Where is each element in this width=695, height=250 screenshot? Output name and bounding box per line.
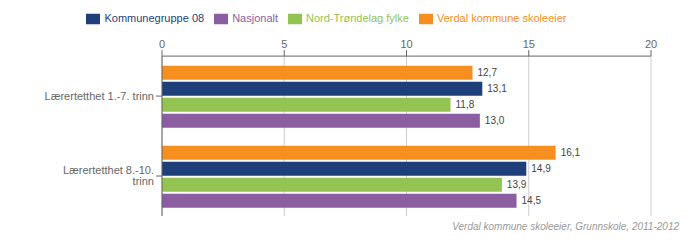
svg-text:5: 5 xyxy=(281,38,287,50)
html-text:Verdal kommune skoleeier, Grun: Verdal kommune skoleeier, Grunnskole, 20… xyxy=(452,221,679,232)
html-text:Kommunegruppe 08: Kommunegruppe 08 xyxy=(104,12,205,24)
svg-text:13,1: 13,1 xyxy=(487,83,507,94)
svg-text:13,9: 13,9 xyxy=(507,179,527,190)
html-text:Verdal kommune skoleeier: Verdal kommune skoleeier xyxy=(436,12,567,24)
svg-text:10: 10 xyxy=(400,38,412,50)
svg-text:14,9: 14,9 xyxy=(531,163,551,174)
svg-text:Lærertetthet 1.-7. trinn: Lærertetthet 1.-7. trinn xyxy=(45,90,154,102)
svg-text:11,8: 11,8 xyxy=(456,99,475,110)
svg-text:15: 15 xyxy=(523,38,535,50)
svg-text:20: 20 xyxy=(645,38,657,50)
svg-text:13,0: 13,0 xyxy=(485,115,505,126)
svg-text:12,7: 12,7 xyxy=(478,67,498,78)
html-text:Nord-Trøndelag fylke: Nord-Trøndelag fylke xyxy=(306,12,409,24)
html-text:Nasjonalt: Nasjonalt xyxy=(232,12,278,24)
svg-text:16,1: 16,1 xyxy=(561,147,581,158)
svg-text:0: 0 xyxy=(159,38,165,50)
svg-text:14,5: 14,5 xyxy=(522,195,542,206)
svg-text:Lærertetthet 8.-10.trinn: Lærertetthet 8.-10.trinn xyxy=(63,164,154,187)
